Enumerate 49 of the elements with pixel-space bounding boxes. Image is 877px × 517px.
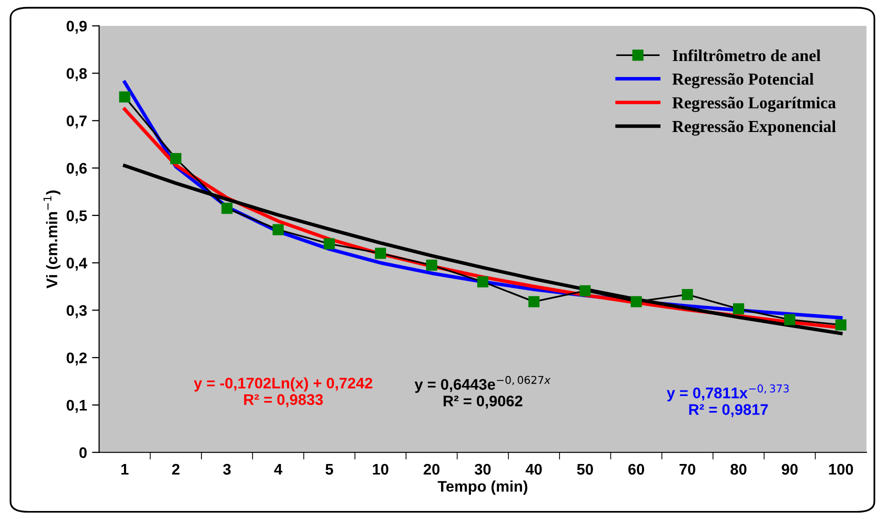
x-tick-label: 70 [680,464,696,475]
y-tick-label: 0 [79,447,87,458]
point [324,238,335,250]
annotation: y = 0,7811x$^{−0,373}$ R² = 0,9817 [666,384,789,418]
y-tick-label: 0,5 [66,210,87,224]
point [374,248,386,259]
point [630,296,642,308]
y-tick-label: 0,6 [66,162,87,176]
point [528,296,540,308]
x-tick-label: 30 [474,464,491,475]
x-tick-label: 100 [829,464,854,475]
annotation: y = -0,1702Ln(x) + 0,7242 R² = 0,9833 [194,377,372,408]
x-tick-label: 50 [577,464,593,475]
legend-label: Infiltrômetro de anel [672,49,821,62]
legend-label: Regressão Potencial [672,73,814,88]
point [170,152,182,164]
y-axis-title: Vi (cm.min$^{−1}$) [44,190,60,288]
annotation: y = 0,6443e$^{−0,0627x}$ R² = 0,9062 [414,376,551,409]
x-tick-label: 90 [782,464,798,475]
point [733,303,744,314]
x-tick-label: 5 [326,464,334,475]
point [272,224,284,236]
x-tick-label: 4 [274,464,282,475]
x-tick-label: 1 [121,464,129,475]
point [835,319,846,330]
x-tick-label: 2 [172,464,180,475]
point [477,276,488,288]
x-tick-label: 3 [223,464,231,475]
x-tick-label: 40 [526,464,542,475]
legend-label: Regressão Logarítmica [672,96,836,112]
point [119,91,130,102]
x-tick-label: 20 [424,464,440,475]
x-tick-label: 80 [730,464,746,475]
point [580,285,591,296]
point [426,260,438,271]
y-tick-label: 0,4 [66,258,88,271]
y-tick-label: 0,1 [66,400,87,413]
y-tick-label: 0,8 [66,68,87,82]
point [784,314,796,326]
y-tick-label: 0,7 [66,116,87,129]
point [682,289,693,300]
y-tick-label: 0,3 [66,305,87,318]
legend-label: Regressão Exponencial [672,120,836,136]
y-tick-label: 0,2 [66,352,87,366]
x-axis-title: Tempo (min) [438,480,528,495]
x-tick-label: 60 [628,464,644,475]
point [221,202,233,214]
x-tick-label: 10 [372,464,388,475]
y-tick-label: 0,9 [66,20,87,34]
